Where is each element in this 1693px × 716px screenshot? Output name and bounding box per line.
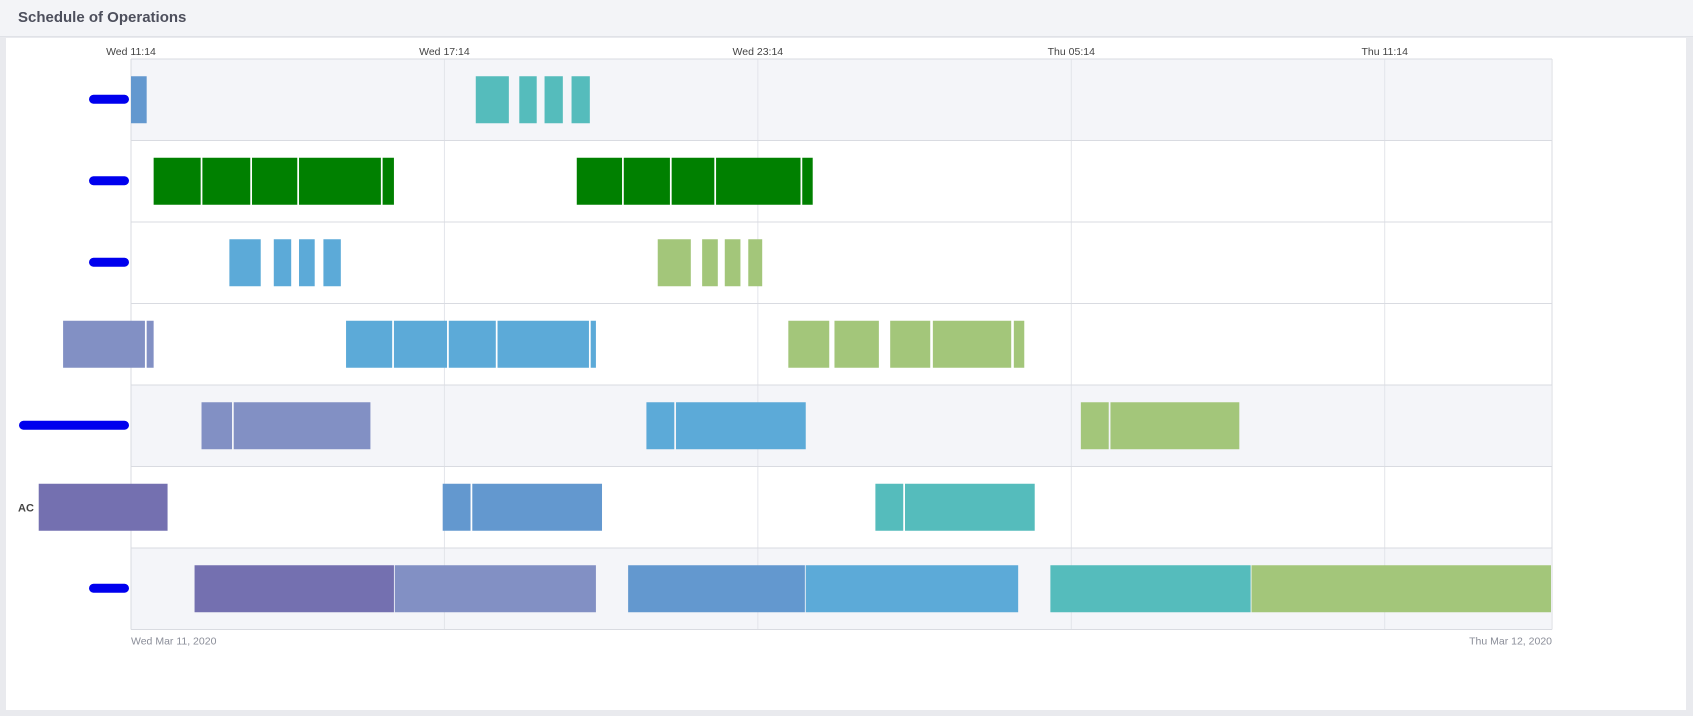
task-bar <box>393 320 448 368</box>
task-bar <box>702 239 718 287</box>
task-bar <box>788 320 830 368</box>
task-bar <box>657 239 691 287</box>
task-bar <box>1050 565 1251 613</box>
task-bar <box>382 157 394 205</box>
task-bar <box>346 320 393 368</box>
task-bar <box>229 239 261 287</box>
task-bar <box>63 320 145 368</box>
task-bar <box>475 76 509 124</box>
bottom-date-label: Thu Mar 12, 2020 <box>1469 636 1552 648</box>
panel-title: Schedule of Operations <box>18 9 187 26</box>
top-tick-label: Wed 23:14 <box>733 46 784 58</box>
task-bar <box>472 483 603 531</box>
task-bar <box>628 565 805 613</box>
task-bar <box>904 483 1035 531</box>
task-bar <box>1251 565 1551 613</box>
top-tick-label: Wed 17:14 <box>419 46 470 58</box>
task-bar <box>1013 320 1025 368</box>
task-bar <box>153 157 201 205</box>
task-bar <box>1080 402 1109 450</box>
task-bar <box>448 320 496 368</box>
task-bar <box>202 157 251 205</box>
task-bar <box>38 483 168 531</box>
task-bar <box>805 565 1019 613</box>
task-bar <box>802 157 813 205</box>
task-bar <box>590 320 596 368</box>
task-bar <box>252 157 298 205</box>
task-bar <box>323 239 341 287</box>
redacted-row-label <box>89 176 129 186</box>
task-bar <box>724 239 741 287</box>
task-bar <box>299 157 381 205</box>
row-background <box>131 222 1551 304</box>
row-background <box>131 466 1551 548</box>
task-bar <box>519 76 537 124</box>
redacted-row-label <box>89 257 129 267</box>
task-bar <box>932 320 1012 368</box>
gantt-chart: Wed 11:14 Wed 17:14 Wed 23:14 Thu 05:14 Thu … <box>18 46 1553 648</box>
task-bar <box>201 402 232 450</box>
task-bar <box>875 483 904 531</box>
task-bar <box>442 483 471 531</box>
task-bar <box>544 76 563 124</box>
redacted-row-label <box>89 583 129 593</box>
redacted-row-label <box>89 94 129 104</box>
task-bar <box>1110 402 1240 450</box>
task-bar <box>497 320 589 368</box>
task-bar <box>299 239 315 287</box>
redacted-row-label <box>19 420 129 430</box>
panel-header: Schedule of Operations <box>0 0 1693 37</box>
row-label: AC <box>18 502 34 514</box>
top-tick-label: Thu 11:14 <box>1361 46 1408 58</box>
task-bar <box>131 76 147 124</box>
task-bar <box>571 76 590 124</box>
top-tick-label: Thu 05:14 <box>1048 46 1095 58</box>
task-bar <box>623 157 670 205</box>
task-bar <box>890 320 931 368</box>
task-bar <box>671 157 715 205</box>
task-bar <box>676 402 806 450</box>
bottom-date-label: Wed Mar 11, 2020 <box>131 636 217 648</box>
panel-body: Wed 11:14 Wed 17:14 Wed 23:14 Thu 05:14 Thu … <box>6 38 1686 710</box>
task-bar <box>233 402 371 450</box>
row-background <box>131 59 1551 141</box>
task-bar <box>716 157 801 205</box>
task-bar <box>646 402 675 450</box>
task-bar <box>834 320 879 368</box>
task-bar <box>576 157 623 205</box>
task-bar <box>194 565 394 613</box>
task-bar <box>273 239 292 287</box>
task-bar <box>146 320 154 368</box>
task-bar <box>748 239 763 287</box>
task-bar <box>394 565 596 613</box>
top-tick-label: Wed 11:14 <box>106 46 156 58</box>
